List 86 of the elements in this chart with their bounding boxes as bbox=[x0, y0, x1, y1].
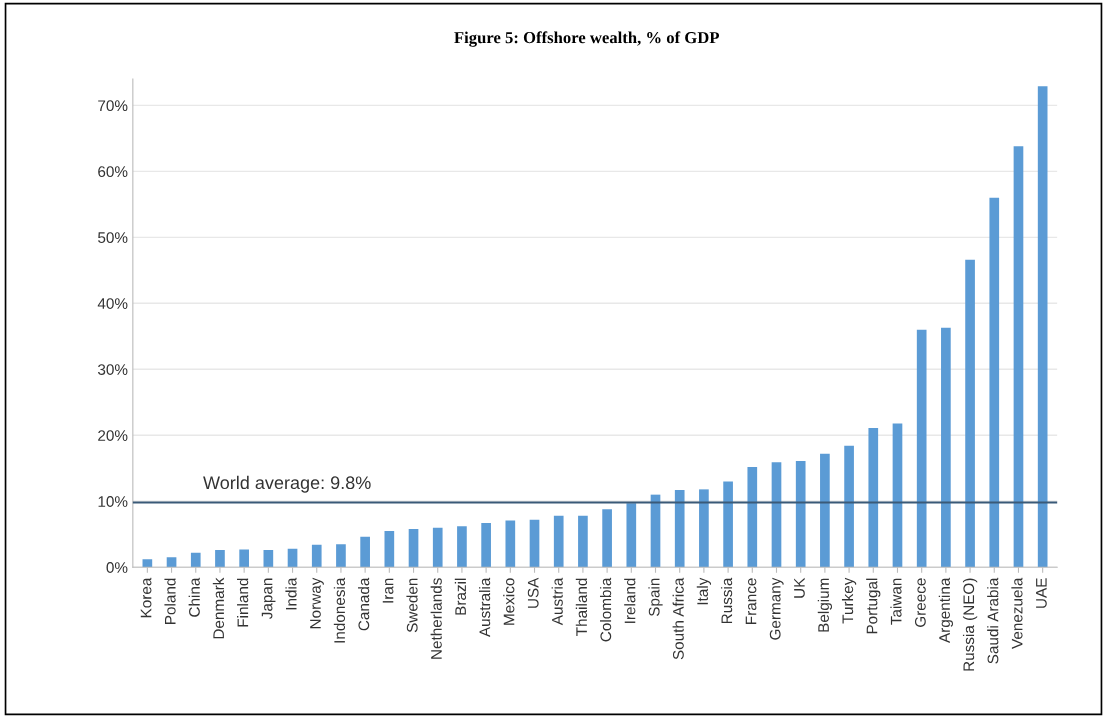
bar bbox=[190, 552, 201, 568]
bar bbox=[723, 481, 733, 568]
y-tick-label: 40% bbox=[97, 298, 128, 309]
bar bbox=[311, 544, 322, 568]
bar bbox=[844, 445, 854, 568]
bar bbox=[699, 489, 709, 568]
x-tick-label: Portugal bbox=[866, 578, 881, 634]
y-tick-label: 30% bbox=[97, 364, 128, 375]
y-tick-label: 70% bbox=[98, 100, 128, 112]
x-tick-label: Indonesia bbox=[333, 577, 346, 643]
x-tick-label: Australia bbox=[479, 577, 491, 638]
x-tick-label: Italy bbox=[696, 577, 712, 605]
bar bbox=[481, 523, 491, 568]
x-tick-label: Austria bbox=[551, 577, 563, 626]
y-tick-label: 20% bbox=[98, 430, 128, 441]
x-tick-label: Russia (NEO) bbox=[962, 578, 978, 671]
x-tick-label: Netherlands bbox=[430, 578, 442, 659]
bar bbox=[142, 559, 153, 568]
bar bbox=[602, 509, 612, 568]
x-tick-label: Poland bbox=[164, 578, 176, 624]
x-tick-label: Thailand bbox=[575, 578, 588, 636]
bar bbox=[941, 327, 951, 568]
x-tick-label: Iran bbox=[382, 578, 394, 603]
x-tick-label: Venezuela bbox=[1011, 577, 1023, 649]
bar bbox=[650, 494, 661, 568]
ref-line-label: World average: 9.8% bbox=[203, 475, 371, 493]
bar bbox=[578, 515, 588, 568]
bar bbox=[965, 259, 975, 568]
x-tick-label: Norway bbox=[310, 577, 324, 629]
bar bbox=[989, 197, 1000, 568]
bar bbox=[287, 548, 298, 568]
y-tick-label: 50% bbox=[98, 232, 128, 244]
bar bbox=[239, 549, 249, 568]
bar bbox=[674, 490, 685, 568]
bar bbox=[747, 466, 758, 568]
y-tick-label: 60% bbox=[98, 166, 128, 178]
bar bbox=[868, 428, 879, 568]
bar bbox=[360, 536, 370, 568]
bar bbox=[626, 503, 637, 568]
bar bbox=[892, 423, 903, 568]
x-tick-label: Brazil bbox=[454, 578, 467, 615]
x-tick-label: Ireland bbox=[624, 578, 636, 623]
x-tick-label: Canada bbox=[358, 577, 370, 631]
x-tick-label: Saudi Arabia bbox=[987, 577, 999, 664]
x-tick-label: Argentina bbox=[938, 577, 953, 643]
bar bbox=[1013, 146, 1024, 568]
bar bbox=[1037, 86, 1048, 568]
x-tick-label: China bbox=[188, 577, 200, 617]
x-tick-label: India bbox=[285, 577, 297, 610]
x-tick-label: USA bbox=[527, 577, 539, 608]
x-tick-label: Turkey bbox=[841, 577, 857, 624]
bar bbox=[408, 528, 419, 568]
bar bbox=[820, 453, 830, 568]
x-tick-label: South Africa bbox=[672, 577, 684, 660]
bar bbox=[529, 519, 540, 568]
x-tick-label: Colombia bbox=[599, 577, 612, 642]
y-tick-label: 0% bbox=[106, 562, 128, 573]
x-tick-label: Germany bbox=[769, 577, 784, 640]
x-tick-label: Mexico bbox=[503, 578, 515, 625]
x-tick-label: UK bbox=[794, 577, 805, 598]
x-tick-label: Denmark bbox=[212, 577, 225, 639]
x-tick-label: Japan bbox=[261, 578, 276, 620]
x-tick-label: Taiwan bbox=[890, 578, 902, 625]
x-tick-label: Russia bbox=[720, 577, 733, 624]
bar bbox=[795, 460, 806, 568]
y-tick-label: 10% bbox=[98, 496, 128, 507]
bar bbox=[263, 550, 274, 568]
bar bbox=[553, 515, 564, 568]
bar bbox=[336, 544, 346, 568]
x-tick-label: Finland bbox=[237, 578, 249, 627]
bar bbox=[771, 462, 782, 568]
x-tick-label: Sweden bbox=[406, 578, 418, 633]
bar bbox=[166, 557, 177, 568]
bar bbox=[916, 329, 927, 568]
chart-title: Figure 5: Offshore wealth, % of GDP bbox=[454, 31, 720, 47]
x-tick-label: UAE bbox=[1036, 578, 1047, 608]
bar bbox=[215, 550, 225, 568]
x-tick-label: Spain bbox=[648, 578, 663, 617]
bar bbox=[384, 530, 395, 568]
bar bbox=[432, 527, 443, 568]
x-tick-label: Korea bbox=[140, 577, 152, 618]
x-tick-label: France bbox=[745, 578, 757, 624]
x-tick-label: Belgium bbox=[817, 578, 833, 632]
bar bbox=[505, 520, 516, 568]
x-tick-label: Greece bbox=[914, 578, 926, 627]
bar bbox=[457, 526, 467, 568]
